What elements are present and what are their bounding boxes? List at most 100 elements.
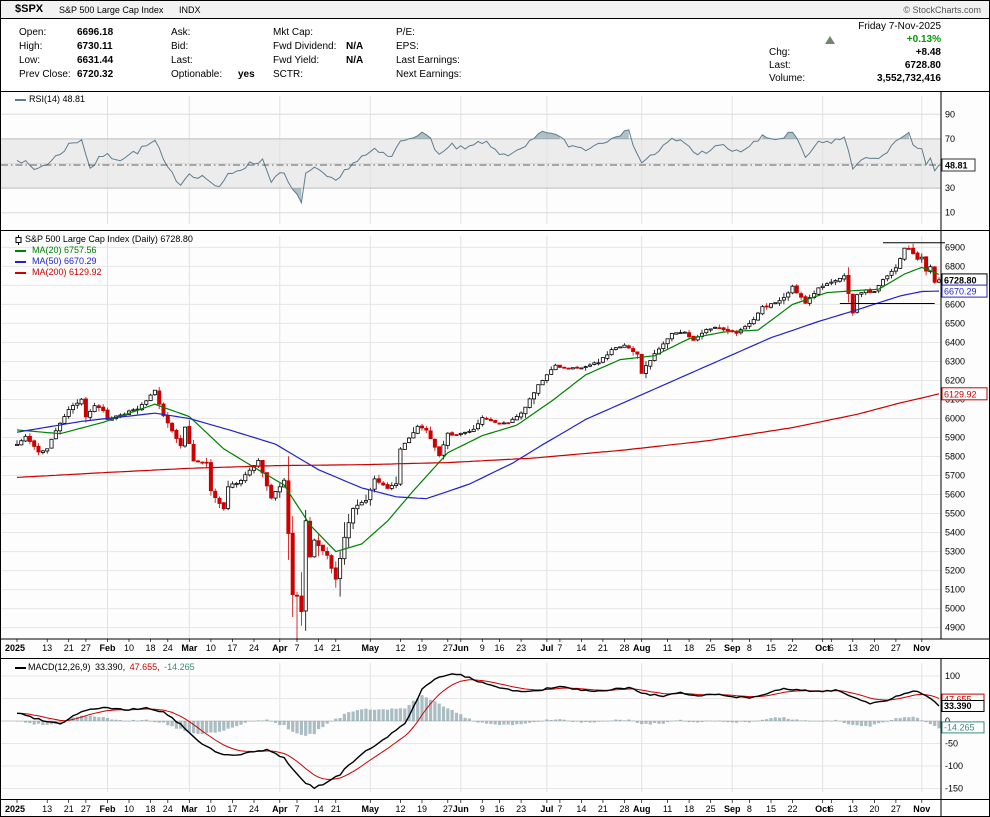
svg-text:Sep: Sep	[724, 804, 741, 814]
up-triangle-icon	[825, 35, 835, 44]
quote-field-label: EPS:	[396, 41, 419, 52]
svg-text:Sep: Sep	[724, 643, 741, 653]
svg-text:18: 18	[684, 804, 694, 814]
exchange-tag: INDX	[179, 5, 201, 15]
svg-text:48.81: 48.81	[945, 160, 968, 170]
svg-text:6600: 6600	[945, 299, 965, 309]
svg-text:7: 7	[295, 804, 300, 814]
svg-text:25: 25	[706, 643, 716, 653]
svg-text:21: 21	[598, 643, 608, 653]
svg-text:14: 14	[576, 804, 586, 814]
svg-text:27: 27	[891, 643, 901, 653]
ma50-line-icon	[15, 260, 26, 263]
svg-text:6670.29: 6670.29	[944, 287, 977, 297]
svg-text:21: 21	[598, 804, 608, 814]
svg-text:4900: 4900	[945, 623, 965, 633]
svg-text:12: 12	[395, 804, 405, 814]
svg-text:Mar: Mar	[181, 643, 198, 653]
ma200-line-icon	[15, 271, 26, 274]
svg-text:-100: -100	[945, 761, 963, 771]
ma200-legend-row: MA(200) 6129.92	[15, 267, 193, 278]
svg-text:10: 10	[206, 643, 216, 653]
svg-text:24: 24	[163, 643, 173, 653]
quote-field-label: Open:	[19, 27, 47, 38]
symbol: $SPX	[15, 3, 44, 15]
macd-signal-value: 47.655,	[129, 662, 160, 672]
svg-text:11: 11	[663, 804, 672, 814]
price-panel: 4900 5000 5100 5200 5300 5400 5500 5600 5700 5800…	[1, 231, 989, 659]
chg-label: Chg:	[769, 47, 791, 58]
svg-text:2025: 2025	[5, 804, 25, 814]
svg-text:28: 28	[619, 643, 629, 653]
svg-text:-50: -50	[945, 739, 958, 749]
svg-text:24: 24	[249, 804, 259, 814]
svg-text:30: 30	[945, 183, 955, 193]
quote-field-value: yes	[238, 69, 255, 80]
svg-text:24: 24	[163, 804, 173, 814]
svg-text:8: 8	[747, 643, 752, 653]
quote-field-value: 6730.11	[77, 41, 113, 52]
percent-change: +0.13%	[906, 34, 941, 45]
svg-text:6: 6	[829, 643, 834, 653]
svg-text:90: 90	[945, 109, 955, 119]
svg-text:May: May	[362, 804, 380, 814]
quote-field-value: 6696.18	[77, 27, 114, 38]
svg-text:16: 16	[495, 643, 505, 653]
svg-text:13: 13	[848, 643, 858, 653]
svg-text:Jun: Jun	[453, 804, 469, 814]
rsi-panel: 90 70 30 10 48.81 RSI(14) 48.81	[1, 92, 989, 231]
svg-text:17: 17	[227, 804, 237, 814]
svg-text:5600: 5600	[945, 490, 965, 500]
svg-text:7: 7	[557, 804, 562, 814]
svg-text:27: 27	[81, 643, 91, 653]
rsi-chart: 90 70 30 10 48.81	[1, 92, 989, 230]
svg-text:24: 24	[249, 643, 259, 653]
svg-text:10: 10	[124, 643, 134, 653]
svg-text:9: 9	[480, 804, 485, 814]
svg-text:Mar: Mar	[181, 804, 198, 814]
quote-field-label: Optionable:	[171, 69, 223, 80]
svg-text:Jul: Jul	[540, 804, 553, 814]
svg-text:20: 20	[869, 643, 879, 653]
svg-text:33.390: 33.390	[944, 701, 972, 711]
last-value: 6728.80	[904, 60, 941, 71]
svg-text:6400: 6400	[945, 337, 965, 347]
svg-text:5400: 5400	[945, 528, 965, 538]
svg-text:15: 15	[766, 804, 776, 814]
ma20-line-icon	[15, 249, 26, 252]
svg-text:20: 20	[869, 804, 879, 814]
quote-field-label: Prev Close:	[19, 69, 71, 80]
svg-text:27: 27	[81, 804, 91, 814]
svg-text:Oct: Oct	[815, 643, 830, 653]
svg-text:18: 18	[684, 643, 694, 653]
svg-text:27: 27	[891, 804, 901, 814]
price-legend: S&P 500 Large Cap Index (Daily) 6728.80 …	[15, 234, 193, 278]
quote-field-label: Fwd Dividend:	[273, 41, 337, 52]
svg-text:May: May	[362, 643, 380, 653]
rsi-line-icon	[15, 98, 26, 101]
svg-text:18: 18	[146, 643, 156, 653]
svg-text:Feb: Feb	[99, 804, 116, 814]
svg-text:7: 7	[557, 643, 562, 653]
quote-percent-row: +0.13%	[769, 34, 941, 45]
svg-text:5300: 5300	[945, 547, 965, 557]
rsi-legend-label: RSI(14) 48.81	[29, 94, 86, 104]
svg-text:6728.80: 6728.80	[944, 275, 977, 285]
ma50-legend-label: MA(50) 6670.29	[32, 256, 97, 266]
svg-text:70: 70	[945, 134, 955, 144]
svg-text:47.655: 47.655	[944, 695, 972, 705]
quote-summary: Friday 7-Nov-2025 +0.13% Chg: +8.48 Last…	[769, 21, 941, 84]
svg-text:12: 12	[395, 643, 405, 653]
svg-text:9: 9	[480, 643, 485, 653]
svg-text:100: 100	[945, 671, 960, 681]
bottom-axis-panel: 2025 13 21 27 Feb 10 18 24 Mar 10 17 24 Apr 7 14 21 May 1…	[1, 800, 989, 816]
svg-text:Feb: Feb	[99, 643, 116, 653]
svg-text:5700: 5700	[945, 471, 965, 481]
quote-field-value: 6720.32	[77, 69, 114, 80]
svg-text:Nov: Nov	[913, 643, 930, 653]
svg-text:13: 13	[42, 643, 52, 653]
svg-text:14: 14	[314, 643, 324, 653]
quote-field-label: Last Earnings:	[396, 55, 460, 66]
quote-panel: Open: 6696.18 High: 6730.11 Low: 6631.44 Prev …	[1, 19, 989, 92]
